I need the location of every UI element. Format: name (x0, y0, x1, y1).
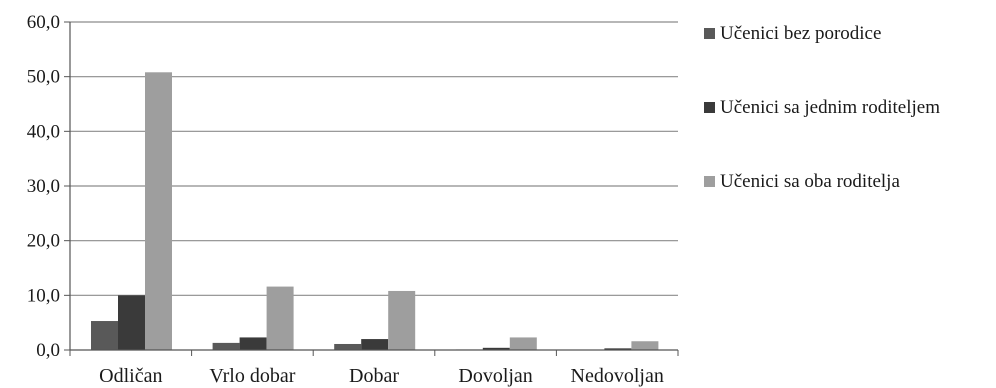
x-category-label: Dobar (349, 365, 399, 387)
y-tick-label: 10,0 (27, 285, 60, 306)
bar-1-odličan (91, 321, 118, 350)
bar-1-vrlo-dobar (212, 342, 240, 350)
y-tick-label: 0,0 (36, 340, 60, 361)
x-category-label: Dovoljan (458, 365, 532, 387)
y-tick-label: 30,0 (27, 176, 60, 197)
bar-2-dobar (361, 339, 389, 350)
bar-1-dobar (334, 343, 362, 350)
y-axis-tick-labels: 0,0 10,0 20,0 30,0 40,0 50,0 60,0 (27, 12, 60, 361)
legend-entry-label: Učenici sa oba roditelja (720, 171, 900, 192)
bar-2-nedovoljan (604, 348, 632, 350)
bar-3-vrlo-dobar (266, 286, 294, 350)
bar-3-odličan (145, 72, 172, 350)
legend-swatch (704, 28, 715, 39)
y-tick-label: 40,0 (27, 121, 60, 142)
bar-3-dovoljan (509, 337, 537, 350)
bar-3-nedovoljan (631, 341, 659, 350)
x-axis-category-labels: Odličan Vrlo dobar Dobar Dovoljan Nedovoljan (99, 365, 664, 387)
legend-entry-label: Učenici sa jednim roditeljem (720, 97, 940, 118)
bars (91, 72, 659, 350)
legend: Učenici bez porodice Učenici sa jednim ro… (704, 23, 940, 192)
legend-swatch (704, 102, 715, 113)
x-category-label: Vrlo dobar (209, 365, 295, 387)
x-category-label: Odličan (99, 365, 162, 387)
axes (69, 22, 679, 356)
bar-2-odličan (118, 295, 145, 350)
y-tick-label: 20,0 (27, 231, 60, 252)
legend-entry-label: Učenici bez porodice (720, 23, 881, 44)
y-tick-label: 60,0 (27, 12, 60, 33)
bar-2-dovoljan (482, 347, 510, 350)
x-category-label: Nedovoljan (571, 365, 664, 387)
bar-2-vrlo-dobar (239, 337, 267, 350)
y-tick-label: 50,0 (27, 67, 60, 88)
legend-swatch (704, 176, 715, 187)
bar-3-dobar (388, 290, 416, 350)
